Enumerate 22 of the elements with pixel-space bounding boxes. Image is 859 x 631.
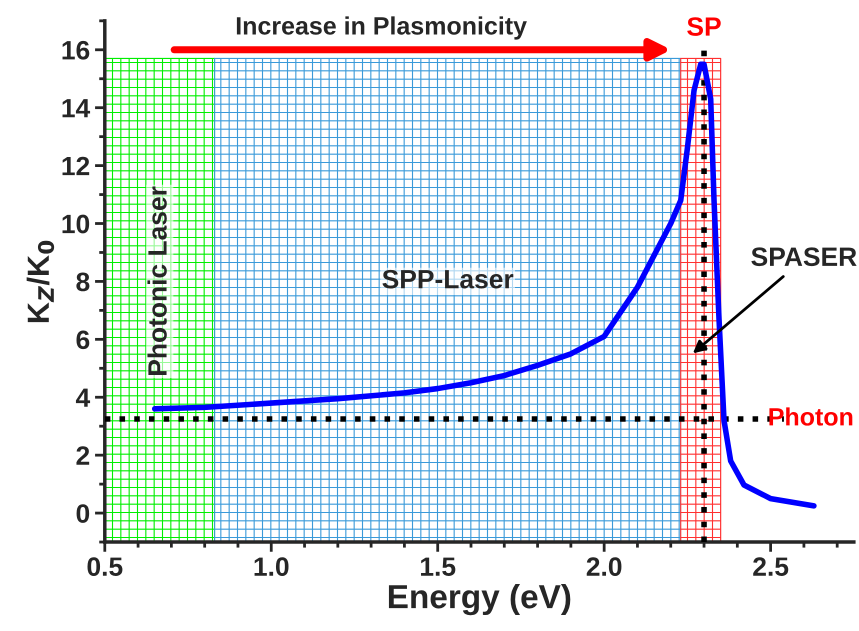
band-label: Photonic Laser [147,186,167,375]
annotation: SPASER [751,247,857,266]
x-axis-title: Energy (eV) [388,584,570,616]
ref-line-label: Photon [769,407,852,426]
y-tick-label: 16 [62,40,90,60]
y-tick-label: 14 [62,99,90,118]
x-tick-label: 0.5 [88,557,122,576]
ref-line-label: SP [687,17,721,36]
x-tick-label: 1.0 [254,557,289,576]
band-label: SPP-Laser [382,270,514,289]
y-tick-label: 10 [62,214,90,234]
x-tick-label: 2.0 [586,557,622,576]
y-tick-label: 12 [62,156,90,176]
y-tick-label: 8 [76,272,90,292]
y-axis-title: K$_{Z}$/K$_{0}$ [26,240,54,322]
annotation: Increase in Plasmonicity [236,16,527,40]
x-tick-label: 1.5 [421,558,456,576]
x-tick-label: 2.5 [753,557,788,576]
y-tick-label: 4 [76,388,90,407]
y-tick-label: 6 [76,330,90,350]
y-tick-label: 2 [76,446,90,465]
y-tick-label: 0 [76,504,90,523]
